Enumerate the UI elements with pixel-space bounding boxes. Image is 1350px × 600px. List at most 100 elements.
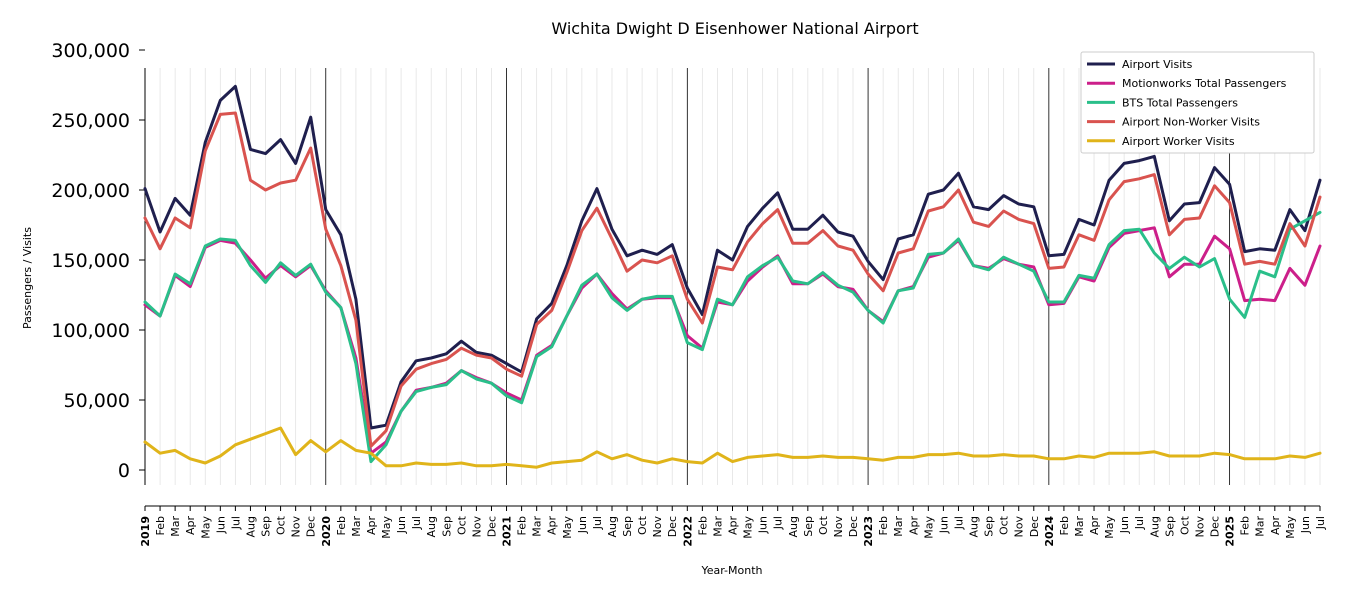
x-tick-label: Jul <box>229 516 242 530</box>
x-tick-label: Apr <box>727 516 740 536</box>
x-tick-label: Aug <box>606 516 619 537</box>
x-tick-label: Nov <box>651 516 664 538</box>
series-layer <box>143 84 1322 469</box>
x-tick-label: Aug <box>787 516 800 537</box>
chart-title: Wichita Dwight D Eisenhower National Air… <box>551 19 918 38</box>
x-tick-label: Oct <box>636 515 649 535</box>
x-tick-label: Nov <box>470 516 483 538</box>
x-tick-label: Mar <box>1254 516 1267 537</box>
legend-label: Airport Worker Visits <box>1122 135 1235 148</box>
y-tick-label: 100,000 <box>51 320 130 342</box>
x-tick-label: May <box>742 516 755 539</box>
x-tick-label: May <box>1103 516 1116 539</box>
x-tick-label: Oct <box>1178 515 1191 535</box>
x-tick-label: Apr <box>1269 516 1282 536</box>
x-tick-label: Jul <box>1133 516 1146 530</box>
x-tick-label: Dec <box>666 516 679 537</box>
x-tick-label: Jun <box>937 516 950 534</box>
x-tick-label: Mar <box>531 516 544 537</box>
x-tick-label: Feb <box>335 516 348 535</box>
x-tick-label: Sep <box>983 516 996 537</box>
x-tick-label: Feb <box>877 516 890 535</box>
y-axis-label: Passengers / Visits <box>21 227 34 329</box>
x-tick-label: May <box>199 516 212 539</box>
x-tick-label: 2025 <box>1224 516 1237 547</box>
x-tick-label: Oct <box>275 515 288 535</box>
x-tick-label: Jun <box>576 516 589 534</box>
y-tick-label: 250,000 <box>51 110 130 132</box>
x-tick-label: May <box>561 516 574 539</box>
x-tick-label: Apr <box>546 516 559 536</box>
x-tick-label: 2019 <box>139 516 152 547</box>
x-axis: 2019 Feb Mar Apr May Jun Jul Aug Sep Oct Nov Dec 202… <box>139 505 1327 547</box>
x-tick-label: Aug <box>244 516 257 537</box>
x-tick-label: Aug <box>425 516 438 537</box>
x-tick-label: Mar <box>892 516 905 537</box>
y-tick-label: 150,000 <box>51 250 130 272</box>
y-axis: 0 50,000 100,000 150,000 200,000 250,000 300,0… <box>51 40 146 485</box>
x-tick-label: May <box>1284 516 1297 539</box>
y-tick-label: 50,000 <box>64 390 130 412</box>
y-tick-label: 200,000 <box>51 180 130 202</box>
x-tick-label: Jul <box>591 516 604 530</box>
x-tick-label: Nov <box>1013 516 1026 538</box>
x-tick-label: Apr <box>184 516 197 536</box>
x-tick-label: Dec <box>485 516 498 537</box>
legend-frame <box>1080 51 1315 154</box>
series-line-airport-non-worker-visits <box>143 111 1322 448</box>
series-line-bts-total-passengers <box>143 210 1322 464</box>
x-tick-label: Apr <box>365 516 378 536</box>
x-tick-label: May <box>922 516 935 539</box>
x-tick-label: Feb <box>1058 516 1071 535</box>
x-tick-label: Nov <box>832 516 845 538</box>
x-tick-label: 2022 <box>681 516 694 547</box>
x-tick-label: Feb <box>696 516 709 535</box>
x-tick-label: Nov <box>290 516 303 538</box>
x-axis-label: Year-Month <box>700 564 762 577</box>
x-tick-label: Mar <box>711 516 724 537</box>
x-tick-label: Mar <box>350 516 363 537</box>
x-tick-label: 2020 <box>320 516 333 547</box>
x-tick-label: Mar <box>169 516 182 537</box>
legend-label: Airport Visits <box>1122 58 1193 71</box>
x-tick-label: Jun <box>395 516 408 534</box>
x-tick-label: Mar <box>1073 516 1086 537</box>
x-tick-label: Dec <box>1028 516 1041 537</box>
x-tick-label: Oct <box>998 515 1011 535</box>
x-tick-label: Jul <box>1314 516 1327 530</box>
legend: Airport Visits Motionworks Total Passenge… <box>1080 51 1315 154</box>
x-tick-label: Jul <box>772 516 785 530</box>
x-tick-label: Jun <box>214 516 227 534</box>
x-tick-label: 2024 <box>1043 516 1056 547</box>
series-line-airport-worker-visits <box>143 426 1322 469</box>
x-tick-label: Sep <box>621 516 634 537</box>
x-tick-label: Jul <box>952 516 965 530</box>
legend-label: Motionworks Total Passengers <box>1122 77 1287 90</box>
legend-label: Airport Non-Worker Visits <box>1122 116 1260 129</box>
x-tick-label: 2023 <box>862 516 875 547</box>
x-tick-label: Sep <box>802 516 815 537</box>
x-tick-label: Jun <box>1118 516 1131 534</box>
x-tick-label: Feb <box>1239 516 1252 535</box>
x-tick-label: Apr <box>1088 516 1101 536</box>
x-tick-label: Feb <box>516 516 529 535</box>
x-tick-label: Oct <box>817 515 830 535</box>
x-tick-label: Oct <box>455 515 468 535</box>
x-tick-label: Dec <box>1209 516 1222 537</box>
y-tick-label: 300,000 <box>51 40 130 62</box>
x-tick-label: Dec <box>847 516 860 537</box>
x-tick-label: Sep <box>260 516 273 537</box>
x-tick-label: Sep <box>1163 516 1176 537</box>
x-tick-label: Dec <box>305 516 318 537</box>
x-tick-label: 2021 <box>501 516 514 547</box>
series-line-airport-visits <box>143 84 1322 430</box>
x-tick-label: Aug <box>968 516 981 537</box>
x-tick-label: Sep <box>440 516 453 537</box>
x-tick-label: Jun <box>1299 516 1312 534</box>
x-tick-label: Aug <box>1148 516 1161 537</box>
x-tick-label: Jun <box>757 516 770 534</box>
x-tick-label: Jul <box>410 516 423 530</box>
x-tick-label: Nov <box>1193 516 1206 538</box>
x-tick-label: Feb <box>154 516 167 535</box>
